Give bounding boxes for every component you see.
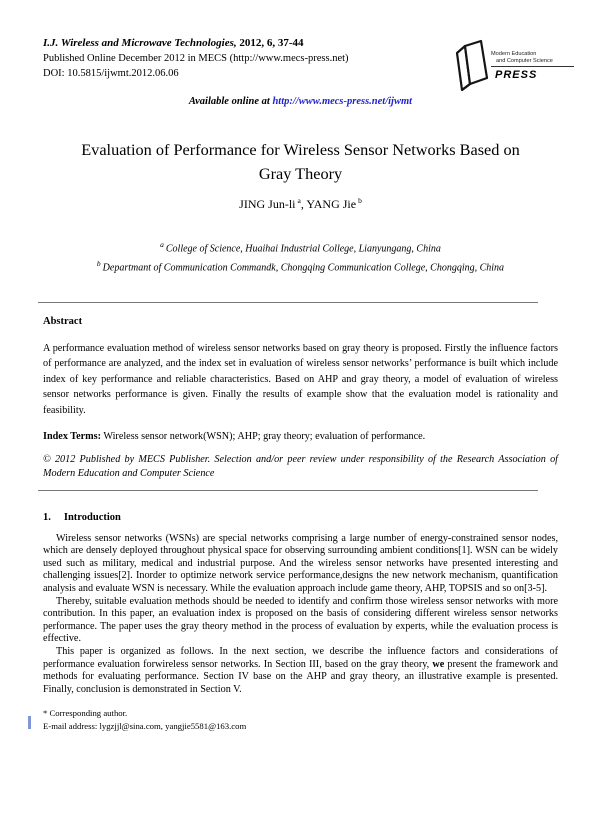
footnote-email: E-mail address: lygzjjl@sina.com, yangji… [43,721,247,731]
affiliation-a-mark: a [160,240,164,249]
logo-press-label: PRESS [495,69,538,81]
available-online-link[interactable]: http://www.mecs-press.net/ijwmt [272,96,413,107]
affiliations: a College of Science, Huaihai Industrial … [43,238,558,276]
change-bar [28,716,31,729]
index-terms-label: Index Terms: [43,431,102,443]
section-divider-bottom [38,489,538,491]
authors-line: JING Jun-li a, YANG Jie b [43,193,558,212]
affiliation-b: b Departmant of Communication Commandk, C… [43,257,558,276]
paper-title-line1: Evaluation of Performance for Wireless S… [81,140,520,159]
intro-paragraph-3-bold: we [432,658,445,670]
affiliation-a: a College of Science, Huaihai Industrial … [43,238,558,257]
index-terms: Index Terms: Wireless sensor network(WSN… [43,429,558,445]
journal-issue: 2012, 6, 37-44 [236,37,304,49]
intro-paragraph-3: This paper is organized as follows. In t… [43,646,558,696]
author-2: YANG Jie [306,197,357,211]
abstract-heading: Abstract [43,315,83,327]
index-terms-text: Wireless sensor network(WSN); AHP; gray … [101,431,426,443]
journal-line: I.J. Wireless and Microwave Technologies… [43,36,558,51]
available-online: Available online at http://www.mecs-pres… [43,95,558,108]
intro-heading: 1. Introduction [43,511,558,525]
affiliation-b-mark: b [96,258,101,268]
doi-line: DOI: 10.5815/ijwmt.2012.06.06 [43,68,179,79]
affiliation-b-text: Departmant of Communication Commandk, Ch… [102,262,505,274]
affiliation-a-text: College of Science, Huaihai Industrial C… [165,243,441,255]
intro-paragraph-2: Thereby, suitable evaluation methods sho… [43,595,558,645]
intro-paragraph-1: Wireless sensor networks (WSNs) are spec… [43,532,558,595]
footnote-corresponding: * Corresponding author. [43,708,128,718]
author-1-affmark: a [297,196,301,205]
logo-text: Modern Education and Computer Science PR… [491,51,591,81]
published-line: Published Online December 2012 in MECS (… [43,53,349,64]
authors-separator: , [300,197,307,211]
logo-line2: and Computer Science [491,58,574,67]
abstract-text: A performance evaluation method of wirel… [43,342,558,416]
copyright-notice: © 2012 Published by MECS Publisher. Sele… [43,453,558,479]
author-1: JING Jun-li [239,197,296,211]
footnote: * Corresponding author. E-mail address: … [43,707,246,733]
intro-paragraph-3-before: This paper is organized as follows. In t… [43,646,558,670]
intro-heading-number: 1. [43,511,51,523]
journal-title: I.J. Wireless and Microwave Technologies… [43,37,237,49]
books-icon [455,39,489,92]
intro-heading-label: Introduction [63,511,121,523]
available-online-prefix: Available online at [188,96,273,107]
mecs-press-logo: Modern Education and Computer Science PR… [445,38,595,96]
paper-title: Evaluation of Performance for Wireless S… [43,138,558,185]
section-divider-top [38,301,538,303]
paper-title-line2: Gray Theory [258,163,343,183]
intro-paragraph-3-after: present the framework and methods for ev… [43,658,559,695]
author-2-affmark: b [358,196,362,205]
logo-line1: Modern Education [491,51,537,57]
